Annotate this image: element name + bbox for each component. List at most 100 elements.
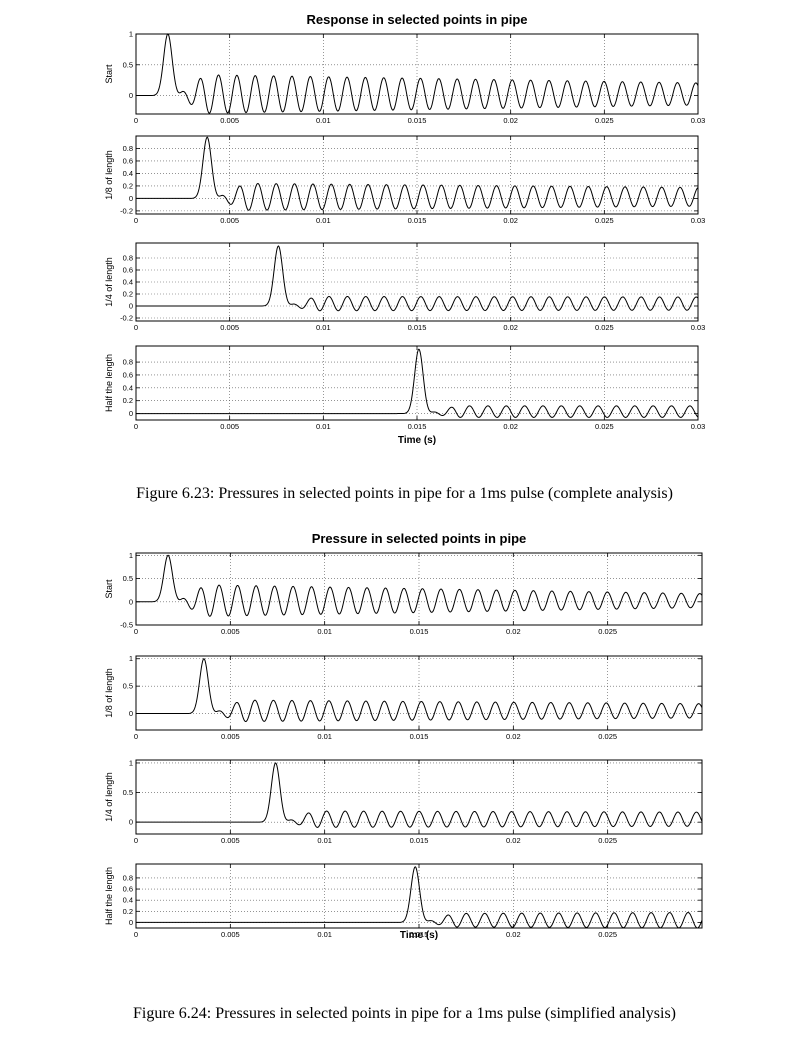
y-tick-label: 0.6 [123,156,133,165]
x-tick-label: 0.025 [595,422,614,431]
x-tick-label: 0.015 [410,732,429,741]
x-tick-label: 0 [134,627,138,636]
y-tick-label: -0.5 [120,621,133,630]
x-axis-label: Time (s) [398,435,436,446]
x-tick-label: 0 [134,323,138,332]
y-tick-label: 0.6 [123,885,133,894]
y-tick-label: 0.4 [123,896,133,905]
x-tick-label: 0.015 [410,627,429,636]
x-tick-label: 0 [134,836,138,845]
y-tick-label: 0 [129,918,133,927]
x-tick-label: 0.03 [691,323,706,332]
x-tick-label: 0.005 [220,116,239,125]
series-line [136,136,699,211]
y-tick-label: 1 [129,551,133,560]
x-tick-label: 0.01 [317,732,332,741]
y-tick-label: 0.2 [123,396,133,405]
x-tick-label: 0.03 [691,116,706,125]
y-tick-label: 1 [129,758,133,767]
y-tick-label: 0 [129,91,133,100]
x-tick-label: 0.015 [408,116,427,125]
y-tick-label: 0.5 [123,574,133,583]
x-tick-label: 0.02 [506,930,521,939]
x-tick-label: 0.005 [220,422,239,431]
y-tick-label: -0.2 [120,314,133,323]
x-tick-label: 0.02 [503,422,518,431]
series-line [136,554,703,617]
chart-title: Response in selected points in pipe [306,12,527,27]
y-tick-label: 0.8 [123,144,133,153]
x-tick-label: 0.015 [408,216,427,225]
x-tick-label: 0.01 [317,627,332,636]
series-line [136,245,699,312]
x-tick-label: 0.02 [503,216,518,225]
subplot-4: 0 0.2 0.4 0.6 0.8 0 0.005 0.01 0.015 0.02 0.025 Hal… [104,863,703,939]
y-axis-label: Start [104,579,114,599]
x-tick-label: 0.01 [317,930,332,939]
series-line [136,348,699,418]
y-axis-label: 1/8 of length [104,150,114,200]
x-tick-label: 0 [134,422,138,431]
series-line [136,33,699,114]
series-line [136,866,703,929]
y-tick-label: 0 [129,194,133,203]
x-tick-label: 0.015 [410,930,429,939]
x-tick-label: 0.005 [221,930,240,939]
x-tick-label: 0.02 [506,836,521,845]
figure-6-24-caption: Figure 6.24: Pressures in selected point… [132,1005,677,1022]
y-tick-label: 0.5 [123,682,133,691]
x-tick-label: 0.01 [316,323,331,332]
x-tick-label: 0.005 [220,216,239,225]
figure-6-24-chart: Pressure in selected points in pipe-0.50… [104,531,703,941]
x-tick-label: 0.01 [316,422,331,431]
subplot-1: 0 0.5 1 0 0.005 0.01 0.015 0.02 0.025 0.03 Start [104,30,705,126]
y-tick-label: 0.8 [123,358,133,367]
x-tick-label: 0 [134,930,138,939]
y-tick-label: 0 [129,818,133,827]
subplot-4: 0 0.2 0.4 0.6 0.8 0 0.005 0.01 0.015 0.02 0.025 0.0… [104,345,706,431]
y-tick-label: 0.2 [123,290,133,299]
x-tick-label: 0.025 [595,216,614,225]
x-tick-label: 0.005 [221,732,240,741]
y-axis-label: Start [104,64,114,84]
x-tick-label: 0.02 [506,732,521,741]
series-line [136,762,703,828]
x-tick-label: 0.02 [506,627,521,636]
y-tick-label: 0.4 [123,383,133,392]
y-axis-label: 1/8 of length [104,668,114,718]
y-tick-label: 1 [129,30,133,39]
x-tick-label: 0.025 [598,836,617,845]
x-tick-label: 0.01 [316,216,331,225]
y-tick-label: 0.4 [123,278,133,287]
y-axis-label: Half the length [104,354,114,412]
y-tick-label: 0 [129,409,133,418]
y-axis-label: 1/4 of length [104,257,114,307]
y-axis-label: Half the length [104,867,114,925]
x-tick-label: 0.005 [221,836,240,845]
x-tick-label: 0.02 [503,116,518,125]
y-tick-label: 0 [129,302,133,311]
x-tick-label: 0.02 [503,323,518,332]
y-tick-label: 1 [129,654,133,663]
y-tick-label: -0.2 [120,206,133,215]
chart-title: Pressure in selected points in pipe [312,531,527,546]
y-tick-label: 0.5 [123,60,133,69]
y-axis-label: 1/4 of length [104,772,114,822]
x-tick-label: 0.025 [595,116,614,125]
x-tick-label: 0 [134,732,138,741]
x-tick-label: 0.03 [691,216,706,225]
x-tick-label: 0.005 [221,627,240,636]
figure-6-23-caption: Figure 6.23: Pressures in selected point… [136,485,673,502]
x-tick-label: 0.025 [598,930,617,939]
y-tick-label: 0.8 [123,873,133,882]
x-tick-label: 0.03 [691,422,706,431]
subplot-3: -0.200.20.40.60.80 0.005 0.01 0.015 0.02 0.02… [104,242,706,332]
y-tick-label: 0 [129,597,133,606]
y-tick-label: 0.2 [123,907,133,916]
x-tick-label: 0.01 [317,836,332,845]
x-tick-label: 0 [134,216,138,225]
y-tick-label: 0.8 [123,254,133,263]
x-tick-label: 0.025 [595,323,614,332]
